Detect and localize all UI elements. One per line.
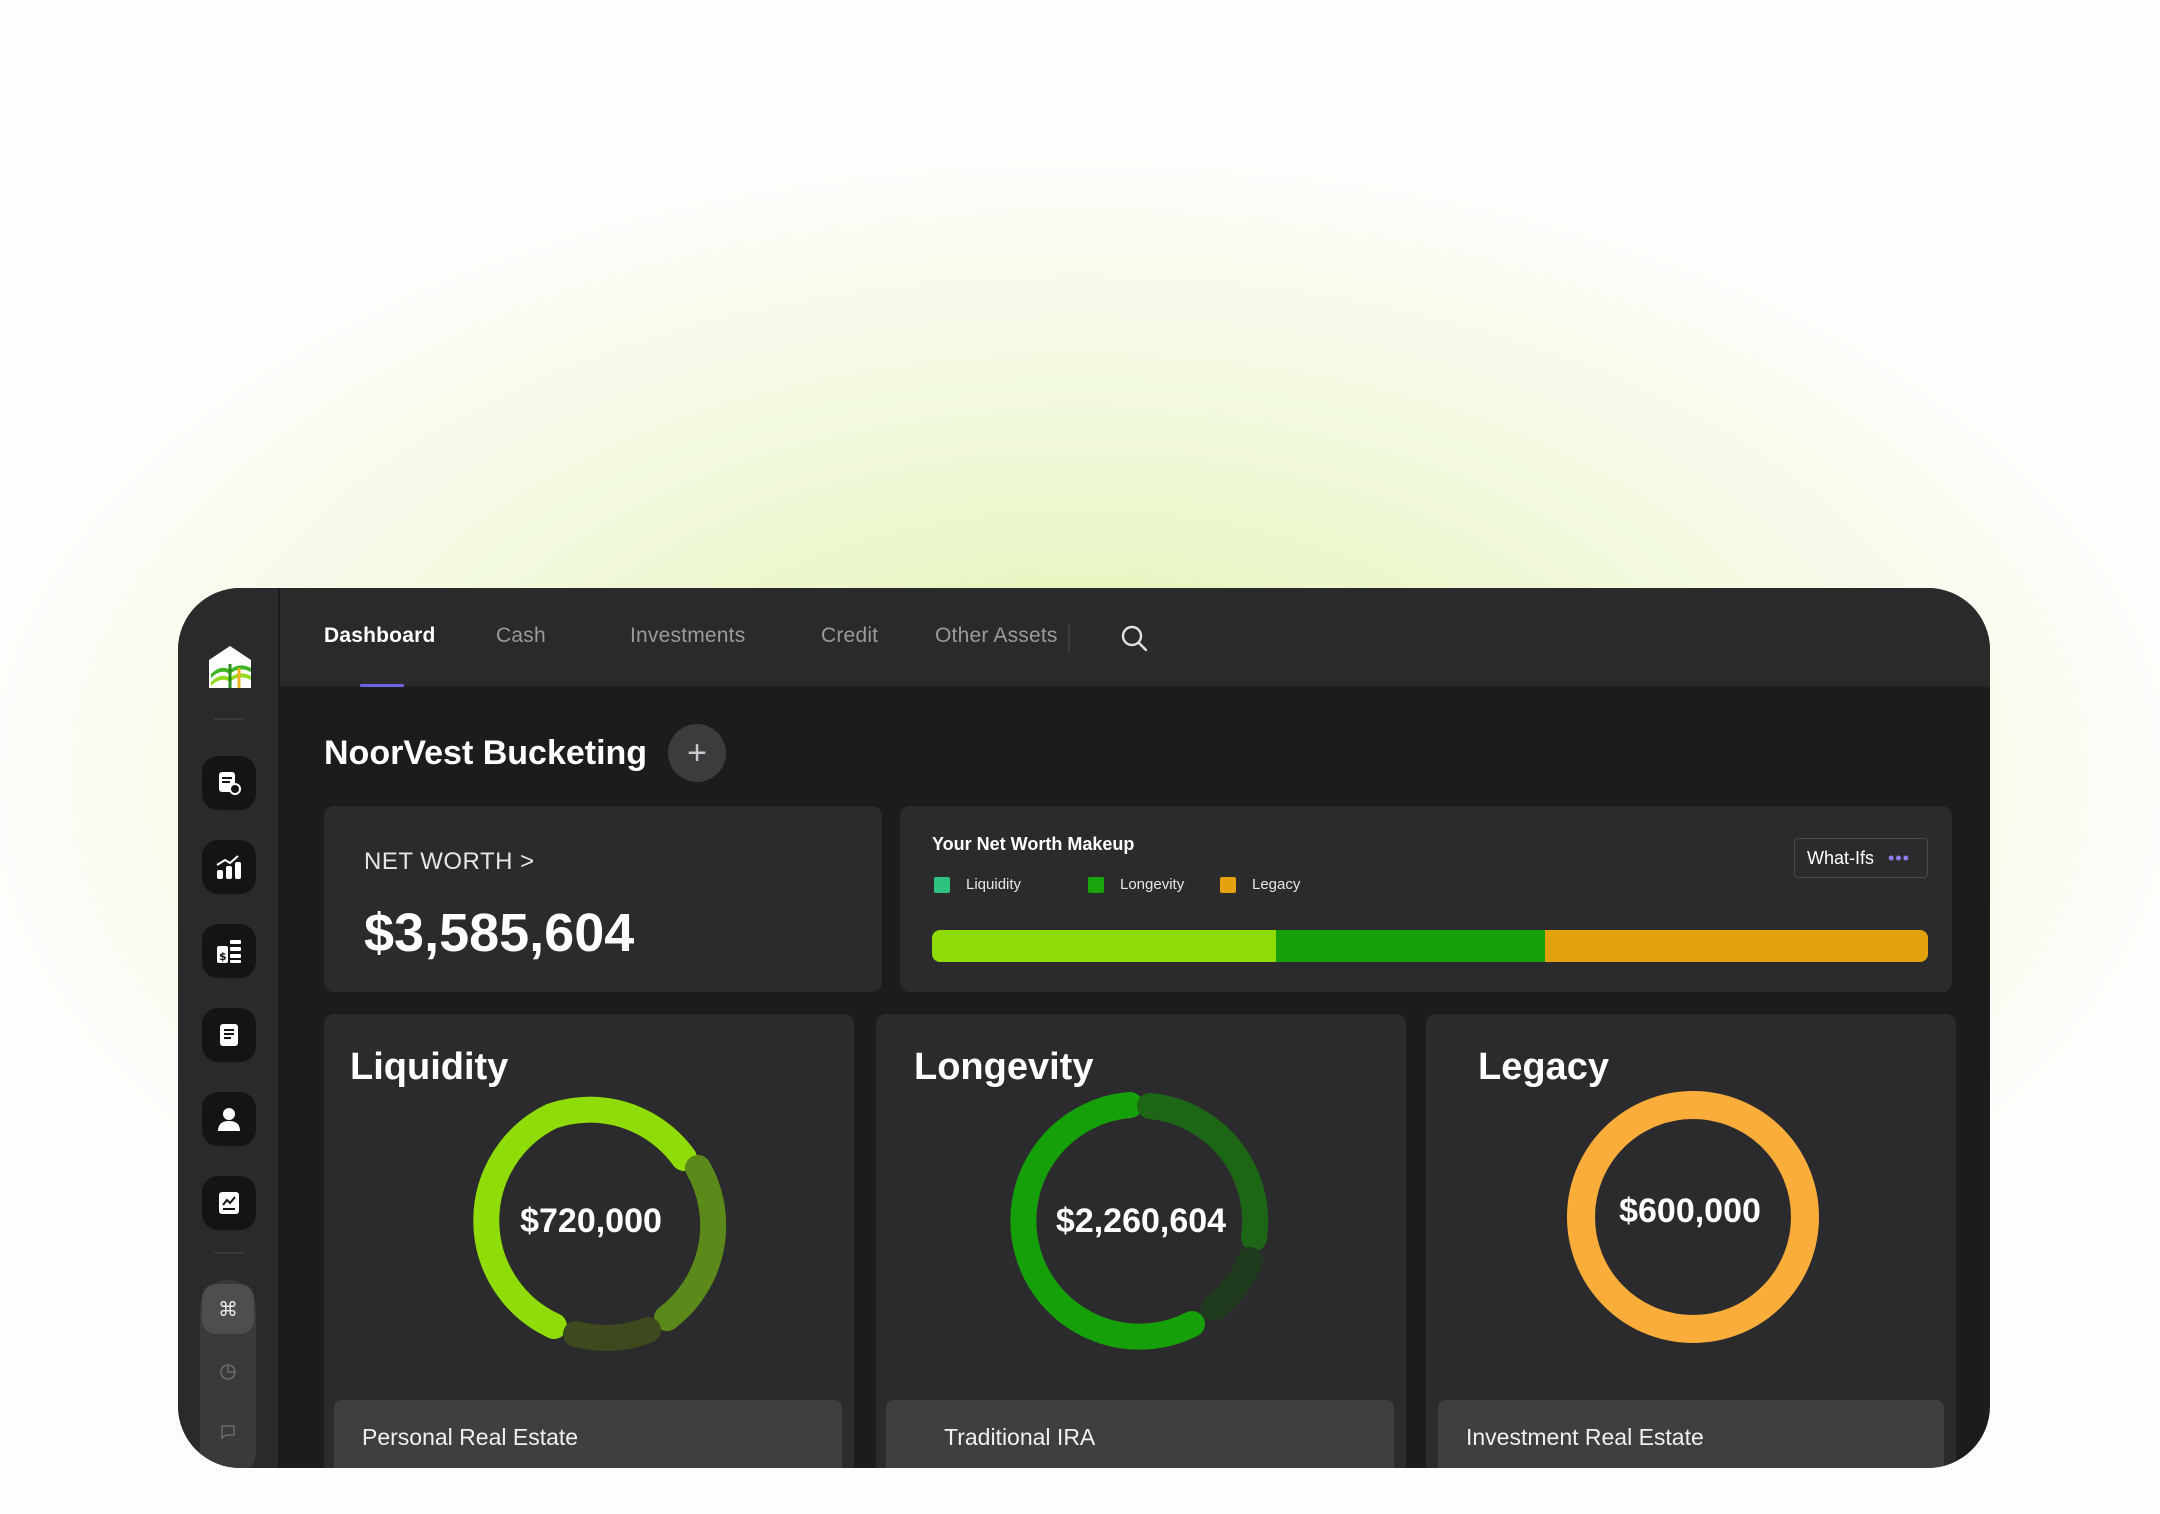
makeup-title: Your Net Worth Makeup bbox=[932, 834, 1135, 854]
legend-item-longevity: Longevity bbox=[1088, 876, 1184, 893]
what-ifs-label: What-Ifs bbox=[1807, 847, 1875, 868]
sidebar-item-notes[interactable] bbox=[202, 1008, 256, 1062]
bucket-title: Longevity bbox=[914, 1046, 1094, 1088]
sidebar-item-finance[interactable]: $ bbox=[202, 924, 256, 978]
bucket-card-liquidity[interactable]: Liquidity $720,000 Personal Real Estate bbox=[324, 1014, 854, 1468]
legend-label: Liquidity bbox=[966, 876, 1022, 893]
legend-item-legacy: Legacy bbox=[1220, 876, 1300, 893]
chart-growth-icon bbox=[216, 855, 241, 879]
svg-text:$: $ bbox=[219, 950, 227, 963]
tab-dashboard[interactable]: Dashboard bbox=[324, 624, 436, 647]
sidebar-item-profile[interactable] bbox=[202, 1092, 256, 1146]
bucket-total: $2,260,604 bbox=[1055, 1202, 1227, 1240]
tab-investments[interactable]: Investments bbox=[630, 624, 746, 647]
account-item[interactable]: Investment Real Estate bbox=[1438, 1400, 1944, 1468]
person-icon bbox=[218, 1108, 240, 1131]
bar-segment-legacy bbox=[1544, 930, 1928, 962]
donut-segment bbox=[473, 1096, 697, 1339]
sidebar-divider bbox=[214, 1252, 244, 1254]
bucket-card-legacy[interactable]: Legacy $600,000 Investment Real Estate bbox=[1426, 1014, 1956, 1468]
pie-chart-icon bbox=[220, 1364, 236, 1380]
bucket-card-longevity[interactable]: Longevity $2,260,604 Traditional IRA bbox=[876, 1014, 1406, 1468]
pie-chart-button[interactable] bbox=[216, 1360, 240, 1384]
sidebar: $ bbox=[178, 588, 280, 1468]
tab-cash[interactable]: Cash bbox=[496, 624, 546, 647]
what-ifs-button[interactable]: What-Ifs ••• bbox=[1794, 838, 1928, 878]
net-worth-card[interactable]: NET WORTH > $3,585,604 bbox=[324, 806, 882, 992]
net-worth-makeup-bar bbox=[932, 930, 1928, 962]
sidebar-border bbox=[278, 588, 280, 1468]
finance-list-icon: $ bbox=[217, 940, 241, 963]
legend-label: Legacy bbox=[1252, 876, 1301, 893]
more-dots-icon: ••• bbox=[1888, 847, 1910, 868]
donut-segment bbox=[1567, 1091, 1819, 1343]
app-window: $ bbox=[178, 588, 1990, 1468]
tab-credit[interactable]: Credit bbox=[821, 624, 879, 647]
page-title: NoorVest Bucketing bbox=[324, 734, 648, 772]
tab-other-assets[interactable]: Other Assets bbox=[935, 624, 1058, 647]
bar-segment-liquidity bbox=[932, 930, 1276, 962]
sidebar-item-reports[interactable] bbox=[202, 1176, 256, 1230]
active-tab-indicator bbox=[360, 684, 404, 687]
add-bucket-button[interactable]: + bbox=[668, 724, 726, 782]
donut-segment bbox=[654, 1155, 727, 1331]
bucket-total: $720,000 bbox=[520, 1202, 662, 1240]
search-icon[interactable] bbox=[1118, 622, 1150, 654]
account-item[interactable]: Traditional IRA bbox=[886, 1400, 1394, 1468]
sidebar-divider bbox=[214, 718, 244, 720]
command-button[interactable]: ⌘ bbox=[202, 1284, 254, 1334]
notes-icon bbox=[220, 1024, 238, 1046]
document-search-icon bbox=[219, 772, 241, 795]
app-logo-icon bbox=[209, 646, 251, 688]
legend-swatch bbox=[1088, 876, 1104, 893]
legacy-donut-chart bbox=[1567, 1091, 1819, 1343]
nav-divider bbox=[1068, 624, 1070, 652]
net-worth-label[interactable]: NET WORTH > bbox=[364, 848, 535, 875]
account-item[interactable]: Personal Real Estate bbox=[334, 1400, 842, 1468]
donut-segment bbox=[1201, 1247, 1263, 1321]
net-worth-makeup-card: Your Net Worth Makeup Liquidity Longevit… bbox=[900, 806, 1952, 992]
legend-swatch bbox=[1220, 876, 1236, 893]
sidebar-item-documents[interactable] bbox=[202, 756, 256, 810]
top-navigation: Dashboard Cash Investments Credit Other … bbox=[280, 588, 1990, 688]
message-icon bbox=[221, 1425, 235, 1440]
bucket-total: $600,000 bbox=[1619, 1192, 1761, 1230]
plus-icon: + bbox=[687, 733, 707, 772]
donut-segment bbox=[563, 1317, 661, 1351]
donut-segment bbox=[1137, 1093, 1269, 1251]
legend-label: Longevity bbox=[1120, 876, 1185, 893]
bucket-title: Liquidity bbox=[350, 1046, 509, 1088]
net-worth-value: $3,585,604 bbox=[364, 903, 635, 963]
bucket-title: Legacy bbox=[1478, 1046, 1609, 1088]
message-button[interactable] bbox=[216, 1420, 240, 1444]
longevity-donut-chart bbox=[1010, 1092, 1269, 1350]
report-icon bbox=[219, 1192, 239, 1214]
donut-segment bbox=[1010, 1092, 1205, 1350]
bar-segment-longevity bbox=[1275, 930, 1545, 962]
legend-swatch bbox=[934, 876, 950, 893]
liquidity-donut-chart bbox=[473, 1096, 727, 1351]
sidebar-item-growth[interactable] bbox=[202, 840, 256, 894]
command-icon: ⌘ bbox=[218, 1298, 238, 1321]
legend-item-liquidity: Liquidity bbox=[934, 876, 1021, 893]
